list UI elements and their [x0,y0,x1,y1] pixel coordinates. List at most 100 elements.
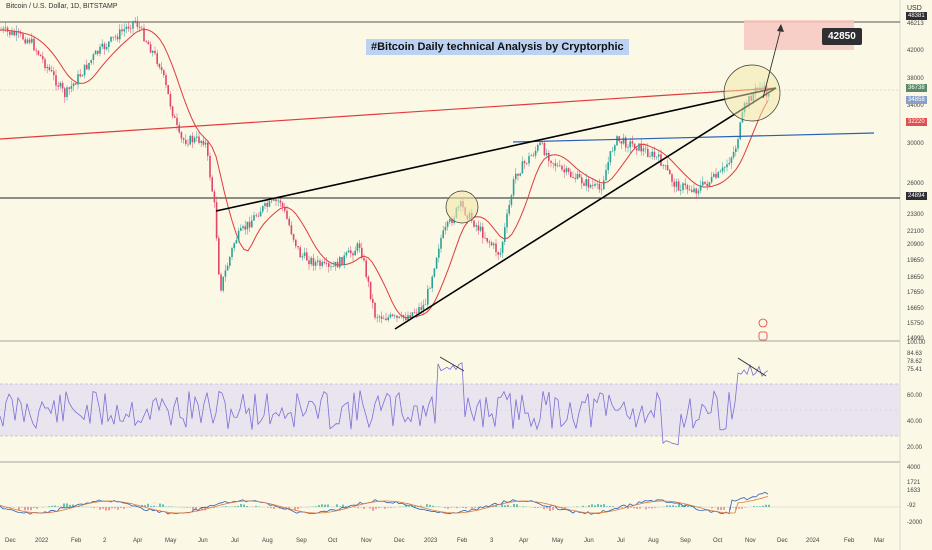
candle-body [255,215,257,216]
candle-body [237,230,240,240]
macd-tick: -92 [907,503,916,509]
candle-body [127,26,130,29]
time-tick: Apr [519,538,529,544]
candle-body [218,238,220,275]
macd-bar [513,503,515,507]
candle-body [497,252,499,255]
macd-bar [597,504,599,507]
candle-body [53,71,55,76]
candle-body [182,138,185,140]
candle-body [695,188,697,194]
macd-tick: 4000 [907,465,921,471]
macd-bar [687,505,689,507]
time-tick: May [552,538,564,544]
candle-body [636,148,638,151]
candle-body [191,135,194,143]
macd-bar [612,506,614,507]
macd-bar [534,507,536,509]
time-tick: Nov [745,538,756,544]
macd-bar [300,507,302,508]
rsi-tick: 75.41 [907,367,923,373]
candle-body [299,247,301,258]
macd-bar [234,506,236,507]
price-tick: 15750 [907,321,924,327]
candle-body [642,148,645,152]
candle-body [356,243,359,251]
candle-body [15,30,18,36]
candle-body [57,85,59,87]
candle-body [105,47,108,50]
macd-bar [651,507,653,509]
candle-body [559,165,561,167]
macd-bar [240,504,242,507]
candle-body [209,155,211,178]
candle-body [92,54,95,60]
macd-bar [120,507,122,508]
candle-body [442,230,444,238]
macd-bar [390,507,392,508]
macd-bar [690,506,692,507]
time-tick: Oct [328,538,338,544]
candle-body [185,139,187,144]
candle-body [719,171,722,173]
candle-body [64,88,66,98]
candle-body [363,258,365,261]
candle-body [374,302,376,318]
macd-bar [318,505,320,507]
rsi-tick: 60.00 [907,393,923,399]
macd-bar [564,507,566,509]
candle-body [125,26,128,30]
candle-body [548,153,550,161]
candle-body [484,237,486,239]
candle-body [9,31,11,35]
macd-bar [129,507,131,508]
time-tick: Jul [617,538,625,544]
candle-body [416,312,418,314]
time-tick: Nov [361,538,372,544]
macd-bar [669,505,671,507]
price-tag: 34858 [906,96,927,104]
candle-body [244,226,246,230]
macd-bar [672,505,674,507]
candle-body [72,83,75,87]
candle-body [365,260,367,277]
candle-body [292,234,295,240]
candle-body [330,266,332,268]
rsi-tick: 100.00 [907,340,926,346]
candle-body [28,39,31,43]
candle-body [176,117,178,126]
price-tick: 34000 [907,103,924,109]
macd-bar [645,507,647,510]
candle-body [556,165,559,167]
macd-bar [144,505,146,507]
candle-body [222,276,224,291]
candle-body [640,143,642,152]
candle-body [143,27,145,42]
macd-bar [606,506,608,507]
macd-bar [201,507,203,511]
candle-body [517,173,519,176]
candle-body [160,67,163,71]
candle-body [136,20,139,27]
candle-body [592,184,594,186]
candle-body [622,137,625,144]
macd-bar [471,507,473,509]
candle-body [578,173,581,178]
candle-body [332,266,334,267]
candle-body [174,116,176,118]
time-tick: 2022 [35,538,49,544]
macd-bar [633,507,635,509]
price-tick: 17650 [907,290,924,296]
candle-body [158,64,161,68]
candle-body [101,43,103,47]
candle-body [526,163,528,164]
highlight-circle-left [445,190,479,224]
macd-bar [765,504,767,507]
candle-body [383,318,385,320]
candle-body [724,167,726,168]
macd-bar [18,507,20,511]
time-tick: Mar [874,538,885,544]
wedge-lower-line [394,87,777,330]
